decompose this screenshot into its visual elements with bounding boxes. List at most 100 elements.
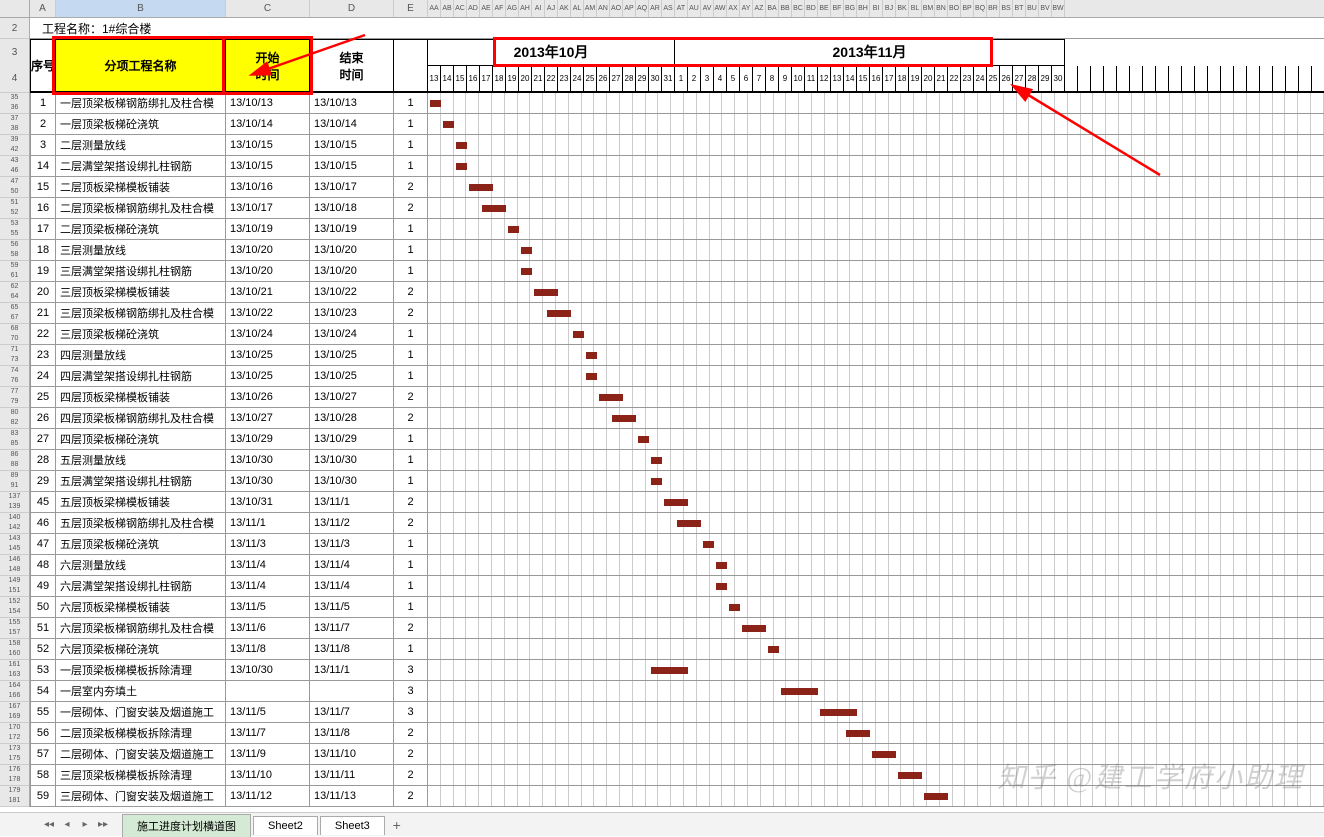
- col-header-BP[interactable]: BP: [961, 0, 974, 17]
- col-header-BF[interactable]: BF: [831, 0, 844, 17]
- table-row[interactable]: 47五层顶梁板梯砼浇筑13/11/313/11/31: [30, 534, 1324, 555]
- table-row[interactable]: 20三层顶板梁梯模板铺装13/10/2113/10/222: [30, 282, 1324, 303]
- table-row[interactable]: 55一层砌体、门窗安装及烟道施工13/11/513/11/73: [30, 702, 1324, 723]
- table-row[interactable]: 16二层顶梁板梯钢筋绑扎及柱合模13/10/1713/10/182: [30, 198, 1324, 219]
- table-row[interactable]: 1一层顶梁板梯钢筋绑扎及柱合模13/10/1313/10/131: [30, 93, 1324, 114]
- sheet-tab-active[interactable]: 施工进度计划横道图: [122, 814, 251, 837]
- col-header-BU[interactable]: BU: [1026, 0, 1039, 17]
- col-header-AF[interactable]: AF: [493, 0, 506, 17]
- gantt-bar: [651, 667, 688, 674]
- col-header-AX[interactable]: AX: [727, 0, 740, 17]
- table-row[interactable]: 29五层满堂架搭设绑扎柱钢筋13/10/3013/10/301: [30, 471, 1324, 492]
- col-header-BR[interactable]: BR: [987, 0, 1000, 17]
- table-row[interactable]: 19三层满堂架搭设绑扎柱钢筋13/10/2013/10/201: [30, 261, 1324, 282]
- table-row[interactable]: 45五层顶板梁梯模板铺装13/10/3113/11/12: [30, 492, 1324, 513]
- table-row[interactable]: 17二层顶梁板梯砼浇筑13/10/1913/10/191: [30, 219, 1324, 240]
- table-row[interactable]: 23四层测量放线13/10/2513/10/251: [30, 345, 1324, 366]
- col-header-AM[interactable]: AM: [584, 0, 597, 17]
- col-header-AD[interactable]: AD: [467, 0, 480, 17]
- table-row[interactable]: 26四层顶梁板梯钢筋绑扎及柱合模13/10/2713/10/282: [30, 408, 1324, 429]
- col-header-BE[interactable]: BE: [818, 0, 831, 17]
- col-header-BQ[interactable]: BQ: [974, 0, 987, 17]
- col-header-BI[interactable]: BI: [870, 0, 883, 17]
- col-header-AL[interactable]: AL: [571, 0, 584, 17]
- col-header-AT[interactable]: AT: [675, 0, 688, 17]
- tab-nav-prev-icon[interactable]: ◂: [58, 816, 76, 834]
- col-header-AO[interactable]: AO: [610, 0, 623, 17]
- add-sheet-icon[interactable]: +: [387, 817, 407, 833]
- sheet-tab[interactable]: Sheet2: [253, 816, 318, 835]
- col-header-BS[interactable]: BS: [1000, 0, 1013, 17]
- col-header-BM[interactable]: BM: [922, 0, 935, 17]
- sheet-tab[interactable]: Sheet3: [320, 816, 385, 835]
- col-header-AZ[interactable]: AZ: [753, 0, 766, 17]
- col-header-B[interactable]: B: [56, 0, 226, 17]
- col-header-C[interactable]: C: [226, 0, 310, 17]
- table-row[interactable]: 50六层顶板梁梯模板铺装13/11/513/11/51: [30, 597, 1324, 618]
- worksheet-area[interactable]: 工程名称：1#综合楼 序号 分项工程名称 开始 时间 结束 时间 2013年10…: [30, 18, 1324, 807]
- col-header-BO[interactable]: BO: [948, 0, 961, 17]
- table-row[interactable]: 25四层顶板梁梯模板铺装13/10/2613/10/272: [30, 387, 1324, 408]
- col-header-BA[interactable]: BA: [766, 0, 779, 17]
- col-header-AK[interactable]: AK: [558, 0, 571, 17]
- table-row[interactable]: 57二层砌体、门窗安装及烟道施工13/11/913/11/102: [30, 744, 1324, 765]
- col-header-AN[interactable]: AN: [597, 0, 610, 17]
- tab-nav-last-icon[interactable]: ▸▸: [94, 816, 112, 834]
- col-header-BN[interactable]: BN: [935, 0, 948, 17]
- table-row[interactable]: 14二层满堂架搭设绑扎柱钢筋13/10/1513/10/151: [30, 156, 1324, 177]
- col-header-BV[interactable]: BV: [1039, 0, 1052, 17]
- select-all-corner[interactable]: [0, 0, 30, 17]
- col-header-AI[interactable]: AI: [532, 0, 545, 17]
- col-header-AB[interactable]: AB: [441, 0, 454, 17]
- col-header-AH[interactable]: AH: [519, 0, 532, 17]
- col-header-AS[interactable]: AS: [662, 0, 675, 17]
- cell-duration: 1: [394, 240, 428, 260]
- col-header-AV[interactable]: AV: [701, 0, 714, 17]
- table-row[interactable]: 51六层顶梁板梯钢筋绑扎及柱合模13/11/613/11/72: [30, 618, 1324, 639]
- col-header-AW[interactable]: AW: [714, 0, 727, 17]
- col-header-BG[interactable]: BG: [844, 0, 857, 17]
- col-header-BD[interactable]: BD: [805, 0, 818, 17]
- col-header-BJ[interactable]: BJ: [883, 0, 896, 17]
- col-header-BB[interactable]: BB: [779, 0, 792, 17]
- col-header-D[interactable]: D: [310, 0, 394, 17]
- table-row[interactable]: 49六层满堂架搭设绑扎柱钢筋13/11/413/11/41: [30, 576, 1324, 597]
- col-header-BL[interactable]: BL: [909, 0, 922, 17]
- table-row[interactable]: 27四层顶梁板梯砼浇筑13/10/2913/10/291: [30, 429, 1324, 450]
- col-header-A[interactable]: A: [30, 0, 56, 17]
- table-row[interactable]: 56二层顶梁板梯模板拆除清理13/11/713/11/82: [30, 723, 1324, 744]
- table-row[interactable]: 2一层顶梁板梯砼浇筑13/10/1413/10/141: [30, 114, 1324, 135]
- col-header-AA[interactable]: AA: [428, 0, 441, 17]
- col-header-AY[interactable]: AY: [740, 0, 753, 17]
- col-header-AE[interactable]: AE: [480, 0, 493, 17]
- col-header-BC[interactable]: BC: [792, 0, 805, 17]
- table-row[interactable]: 15二层顶板梁梯模板铺装13/10/1613/10/172: [30, 177, 1324, 198]
- col-header-AQ[interactable]: AQ: [636, 0, 649, 17]
- table-row[interactable]: 53一层顶梁板梯模板拆除清理13/10/3013/11/13: [30, 660, 1324, 681]
- col-header-AR[interactable]: AR: [649, 0, 662, 17]
- table-row[interactable]: 18三层测量放线13/10/2013/10/201: [30, 240, 1324, 261]
- table-row[interactable]: 24四层满堂架搭设绑扎柱钢筋13/10/2513/10/251: [30, 366, 1324, 387]
- col-header-BW[interactable]: BW: [1052, 0, 1065, 17]
- col-header-BK[interactable]: BK: [896, 0, 909, 17]
- table-row[interactable]: 54一层室内夯填土3: [30, 681, 1324, 702]
- table-row[interactable]: 22三层顶梁板梯砼浇筑13/10/2413/10/241: [30, 324, 1324, 345]
- col-header-AP[interactable]: AP: [623, 0, 636, 17]
- col-header-BH[interactable]: BH: [857, 0, 870, 17]
- table-row[interactable]: 28五层测量放线13/10/3013/10/301: [30, 450, 1324, 471]
- table-row[interactable]: 48六层测量放线13/11/413/11/41: [30, 555, 1324, 576]
- tab-nav-next-icon[interactable]: ▸: [76, 816, 94, 834]
- table-row[interactable]: 21三层顶梁板梯钢筋绑扎及柱合模13/10/2213/10/232: [30, 303, 1324, 324]
- table-row[interactable]: 3二层测量放线13/10/1513/10/151: [30, 135, 1324, 156]
- col-header-AC[interactable]: AC: [454, 0, 467, 17]
- table-row[interactable]: 52六层顶梁板梯砼浇筑13/11/813/11/81: [30, 639, 1324, 660]
- col-header-E[interactable]: E: [394, 0, 428, 17]
- table-row[interactable]: 59三层砌体、门窗安装及烟道施工13/11/1213/11/132: [30, 786, 1324, 807]
- col-header-AG[interactable]: AG: [506, 0, 519, 17]
- col-header-BT[interactable]: BT: [1013, 0, 1026, 17]
- col-header-AJ[interactable]: AJ: [545, 0, 558, 17]
- table-row[interactable]: 46五层顶梁板梯钢筋绑扎及柱合模13/11/113/11/22: [30, 513, 1324, 534]
- table-row[interactable]: 58三层顶梁板梯模板拆除清理13/11/1013/11/112: [30, 765, 1324, 786]
- tab-nav-first-icon[interactable]: ◂◂: [40, 816, 58, 834]
- col-header-AU[interactable]: AU: [688, 0, 701, 17]
